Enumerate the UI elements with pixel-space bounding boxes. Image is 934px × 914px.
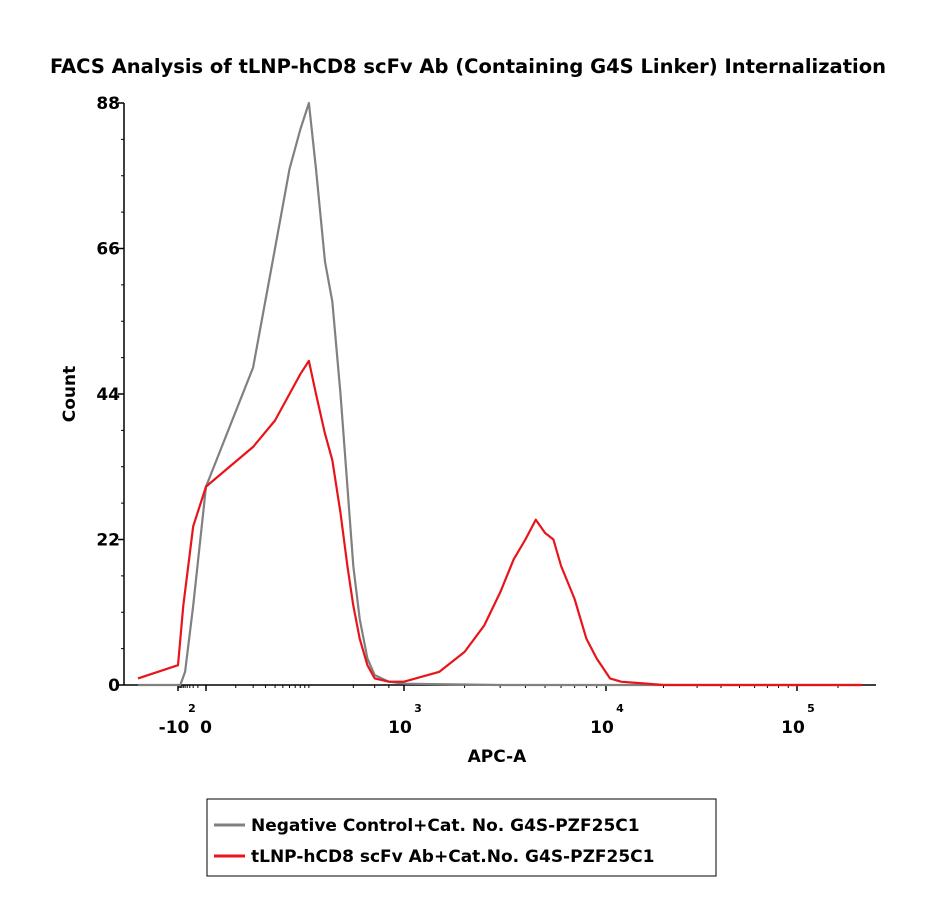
series-line-negative-control bbox=[138, 101, 862, 687]
chart-title: FACS Analysis of tLNP-hCD8 scFv Ab (Cont… bbox=[50, 55, 886, 78]
legend-box bbox=[206, 798, 717, 877]
y-tick-label: 66 bbox=[96, 240, 120, 260]
legend-label-tlnp: tLNP-hCD8 scFv Ab+Cat.No. G4S-PZF25C1 bbox=[251, 847, 654, 867]
chart-legend: Negative Control+Cat. No. G4S-PZF25C1 tL… bbox=[206, 798, 717, 877]
y-ticks: 0 22 44 66 88 bbox=[96, 94, 124, 696]
x-tick-label: 0 bbox=[200, 718, 212, 738]
x-tick-exponent: 4 bbox=[616, 702, 624, 715]
x-tick-exponent: 3 bbox=[414, 702, 422, 715]
y-tick-label: 44 bbox=[96, 385, 120, 405]
y-tick-label: 88 bbox=[96, 94, 120, 114]
y-axis-label: Count bbox=[60, 366, 80, 423]
x-tick-label: 10 bbox=[781, 718, 805, 738]
series-line-tlnp bbox=[137, 359, 862, 687]
plot-axes bbox=[123, 103, 876, 686]
x-tick-label: 10 bbox=[590, 718, 614, 738]
x-tick-exponent: 2 bbox=[188, 702, 196, 715]
x-tick-label: 10 bbox=[388, 718, 412, 738]
legend-label-negative-control: Negative Control+Cat. No. G4S-PZF25C1 bbox=[251, 816, 640, 836]
x-tick-exponent: 5 bbox=[807, 702, 815, 715]
x-tick-label: -10 bbox=[159, 718, 190, 738]
y-tick-label: 0 bbox=[108, 676, 120, 696]
series-layer bbox=[137, 101, 862, 687]
y-tick-label: 22 bbox=[96, 531, 120, 551]
x-axis-label: APC-A bbox=[468, 747, 528, 767]
